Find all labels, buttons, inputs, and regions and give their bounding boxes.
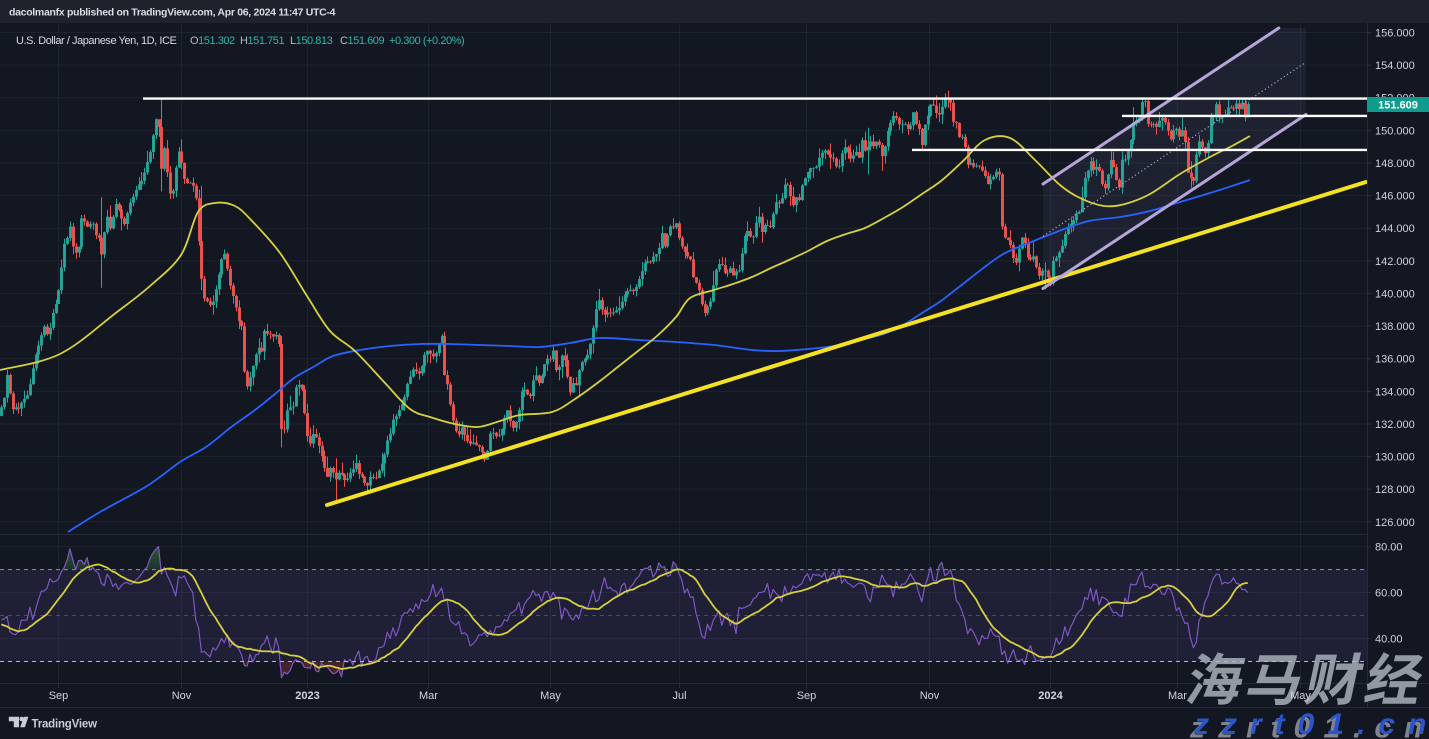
svg-text:136.000: 136.000	[1375, 354, 1415, 366]
svg-text:126.000: 126.000	[1375, 517, 1415, 529]
svg-text:zzrt01.cn: zzrt01.cn	[1193, 708, 1429, 739]
svg-text:May: May	[1290, 690, 1311, 702]
svg-text:2023: 2023	[295, 690, 319, 702]
svg-text:O151.302: O151.302	[190, 35, 235, 47]
svg-text:140.000: 140.000	[1375, 288, 1415, 300]
svg-text:dacolmanfx published on Tradin: dacolmanfx published on TradingView.com,…	[9, 7, 336, 19]
svg-text:128.000: 128.000	[1375, 484, 1415, 496]
svg-text:151.609: 151.609	[1378, 100, 1418, 112]
svg-text:Nov: Nov	[172, 690, 192, 702]
svg-text:C151.609: C151.609	[340, 35, 384, 47]
svg-text:2024: 2024	[1038, 690, 1063, 702]
svg-text:130.000: 130.000	[1375, 452, 1415, 464]
svg-text:Mar: Mar	[1168, 690, 1187, 702]
svg-text:+0.300 (+0.20%): +0.300 (+0.20%)	[389, 35, 464, 47]
svg-text:80.00: 80.00	[1375, 542, 1403, 554]
svg-text:U.S. Dollar / Japanese Yen, 1D: U.S. Dollar / Japanese Yen, 1D, ICE	[16, 35, 176, 47]
svg-text:May: May	[540, 690, 561, 702]
svg-text:132.000: 132.000	[1375, 419, 1415, 431]
svg-text:146.000: 146.000	[1375, 191, 1415, 203]
svg-text:TradingView: TradingView	[32, 719, 98, 731]
svg-text:L150.813: L150.813	[290, 35, 333, 47]
svg-text:60.00: 60.00	[1375, 588, 1403, 600]
svg-text:Nov: Nov	[920, 690, 940, 702]
svg-text:134.000: 134.000	[1375, 386, 1415, 398]
svg-text:Sep: Sep	[797, 690, 817, 702]
svg-text:zzrt01.cn: zzrt01.cn	[1189, 712, 1429, 739]
svg-text:Jul: Jul	[672, 690, 686, 702]
svg-text:138.000: 138.000	[1375, 321, 1415, 333]
svg-text:144.000: 144.000	[1375, 223, 1415, 235]
svg-text:156.000: 156.000	[1375, 28, 1415, 40]
svg-text:154.000: 154.000	[1375, 60, 1415, 72]
svg-text:40.00: 40.00	[1375, 634, 1403, 646]
svg-text:Mar: Mar	[419, 690, 438, 702]
svg-text:150.000: 150.000	[1375, 125, 1415, 137]
svg-text:148.000: 148.000	[1375, 158, 1415, 170]
svg-text:Sep: Sep	[49, 690, 69, 702]
svg-text:142.000: 142.000	[1375, 256, 1415, 268]
svg-text:H151.751: H151.751	[240, 35, 284, 47]
